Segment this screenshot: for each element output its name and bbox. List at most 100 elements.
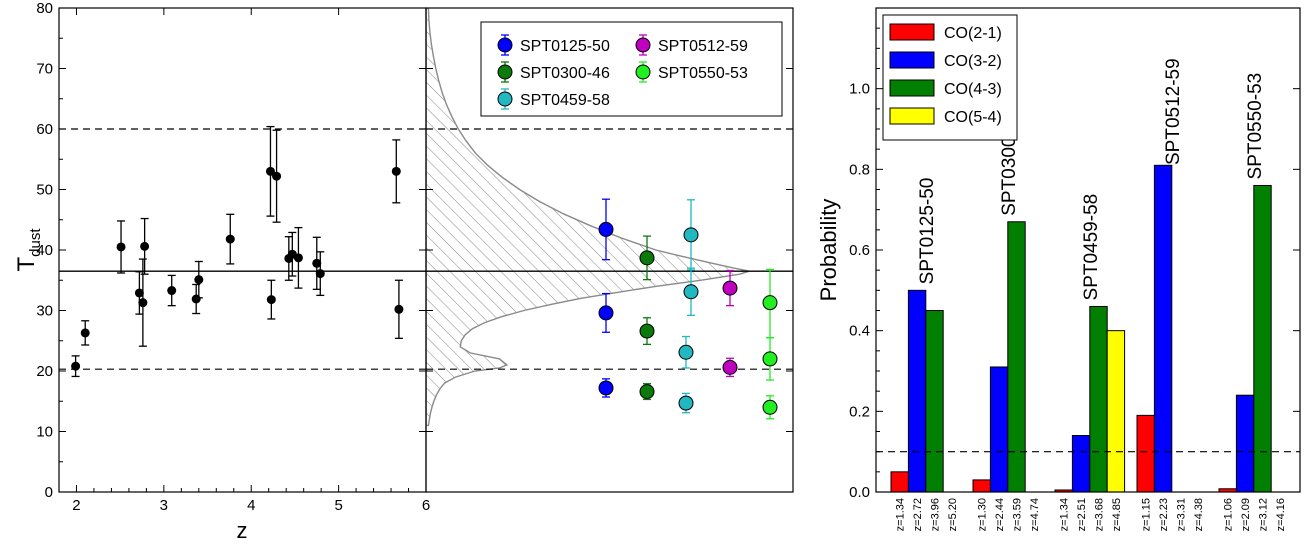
legend-swatch — [889, 51, 935, 69]
source-data-point — [639, 235, 655, 281]
legend-item: SPT0512-59 — [635, 34, 748, 56]
redshift-label: z=3.31 — [1176, 498, 1188, 531]
data-marker — [598, 305, 614, 321]
y-tick-label: 0.6 — [849, 242, 870, 259]
source-data-point — [683, 267, 699, 316]
legend-marker — [497, 64, 513, 80]
redshift-label: z=2.09 — [1240, 498, 1252, 531]
redshift-label: z=3.96 — [930, 498, 942, 531]
data-marker — [683, 227, 699, 243]
left-data-point — [71, 355, 81, 378]
source-data-point — [678, 335, 694, 369]
bar-group-spt0550-53 — [1218, 184, 1272, 493]
left-data-point — [266, 279, 276, 320]
data-marker — [678, 344, 694, 360]
left-data-point — [116, 220, 126, 274]
legend-swatch — [889, 107, 935, 125]
y-tick-label: 20 — [36, 363, 53, 380]
source-data-point — [639, 317, 655, 346]
bar-group-spt0459-58 — [1054, 305, 1126, 493]
y-tick-label: 70 — [36, 61, 53, 78]
data-marker — [80, 328, 90, 338]
data-marker — [315, 269, 325, 279]
data-marker — [678, 395, 694, 411]
source-data-point — [762, 337, 778, 381]
bar-group-spt0300-46 — [972, 221, 1026, 493]
y-label-main: T — [13, 257, 40, 272]
legend-item: SPT0300-46 — [497, 61, 610, 83]
left-data-point — [394, 279, 404, 339]
legend-label: SPT0300-46 — [520, 65, 610, 82]
x-tick-label: 6 — [422, 497, 430, 514]
x-tick-label: 5 — [334, 497, 342, 514]
left-data-point — [225, 213, 235, 265]
data-marker — [71, 361, 81, 371]
redshift-label: z=3.12 — [1258, 498, 1270, 531]
source-data-point — [598, 378, 614, 398]
data-marker — [138, 298, 148, 308]
data-marker — [722, 280, 738, 296]
data-marker — [391, 166, 401, 176]
data-marker — [272, 171, 282, 181]
y-tick-label: 0 — [45, 484, 53, 501]
redshift-label: z=5.20 — [947, 498, 959, 531]
legend-item: SPT0550-53 — [635, 61, 748, 83]
redshift-label: z=2.72 — [912, 498, 924, 531]
y-label-subscript: dust — [27, 228, 44, 257]
left-data-point — [265, 125, 275, 217]
y-tick-label: 80 — [36, 0, 53, 17]
left-x-axis-label: z — [237, 518, 248, 543]
redshift-label: z=2.51 — [1076, 498, 1088, 531]
legend-item: CO(4-3) — [889, 79, 1002, 98]
legend-marker — [497, 91, 513, 107]
bar — [1106, 330, 1126, 493]
data-marker — [762, 399, 778, 415]
bar-group-spt0512-59 — [1136, 164, 1173, 493]
x-tick-label: 3 — [160, 497, 168, 514]
source-data-point — [678, 392, 694, 414]
data-marker — [140, 241, 150, 251]
legend-label: CO(4-3) — [944, 81, 1002, 98]
legend-marker — [497, 37, 513, 53]
left-data-point — [80, 320, 90, 346]
redshift-label: z=1.30 — [977, 498, 989, 531]
right-y-axis-label: Probability — [816, 199, 841, 302]
series-spt0550-53 — [762, 268, 778, 420]
middle-legend: SPT0125-50 SPT0512-59 SPT0300-46 SPT0550-53… — [480, 21, 783, 117]
left-data-point — [391, 139, 401, 204]
left-data-point — [134, 271, 144, 315]
legend-item: SPT0459-58 — [497, 88, 610, 110]
data-marker — [598, 221, 614, 237]
data-marker — [762, 351, 778, 367]
data-marker — [265, 166, 275, 176]
y-tick-label: 10 — [36, 424, 53, 441]
source-name-label: SPT0550-53 — [1245, 73, 1266, 180]
legend-label: CO(2-1) — [944, 25, 1002, 42]
legend-label: SPT0459-58 — [520, 92, 610, 109]
legend-item: CO(2-1) — [889, 23, 1002, 42]
y-tick-label: 1.0 — [849, 81, 870, 98]
series-spt0512-59 — [722, 269, 738, 378]
data-marker — [683, 284, 699, 300]
bar — [989, 366, 1009, 493]
y-tick-label: 30 — [36, 303, 53, 320]
series-spt0125-50 — [598, 198, 614, 398]
left-data-point — [194, 260, 204, 299]
source-data-point — [639, 383, 655, 401]
y-tick-label: 0.4 — [849, 323, 870, 340]
data-marker — [167, 286, 177, 296]
source-data-point — [722, 269, 738, 307]
legend-label: CO(3-2) — [944, 53, 1002, 70]
bar — [907, 289, 927, 493]
bar-group-spt0125-50 — [890, 289, 944, 493]
data-marker — [598, 380, 614, 396]
data-marker — [134, 288, 144, 298]
left-panel: 0 10 20 30 40 50 60 70 80 2 3 4 5 6 z Tdust — [13, 0, 430, 543]
source-data-point — [683, 199, 699, 271]
right-panel: 0.00.20.40.60.81.0 SPT0125-50SPT0300-46S… — [816, 7, 1301, 531]
series-spt0459-58 — [678, 199, 699, 414]
redshift-label: z=3.68 — [1094, 498, 1106, 531]
legend-item: SPT0125-50 — [497, 34, 610, 56]
left-data-point — [140, 217, 150, 275]
data-marker — [762, 295, 778, 311]
